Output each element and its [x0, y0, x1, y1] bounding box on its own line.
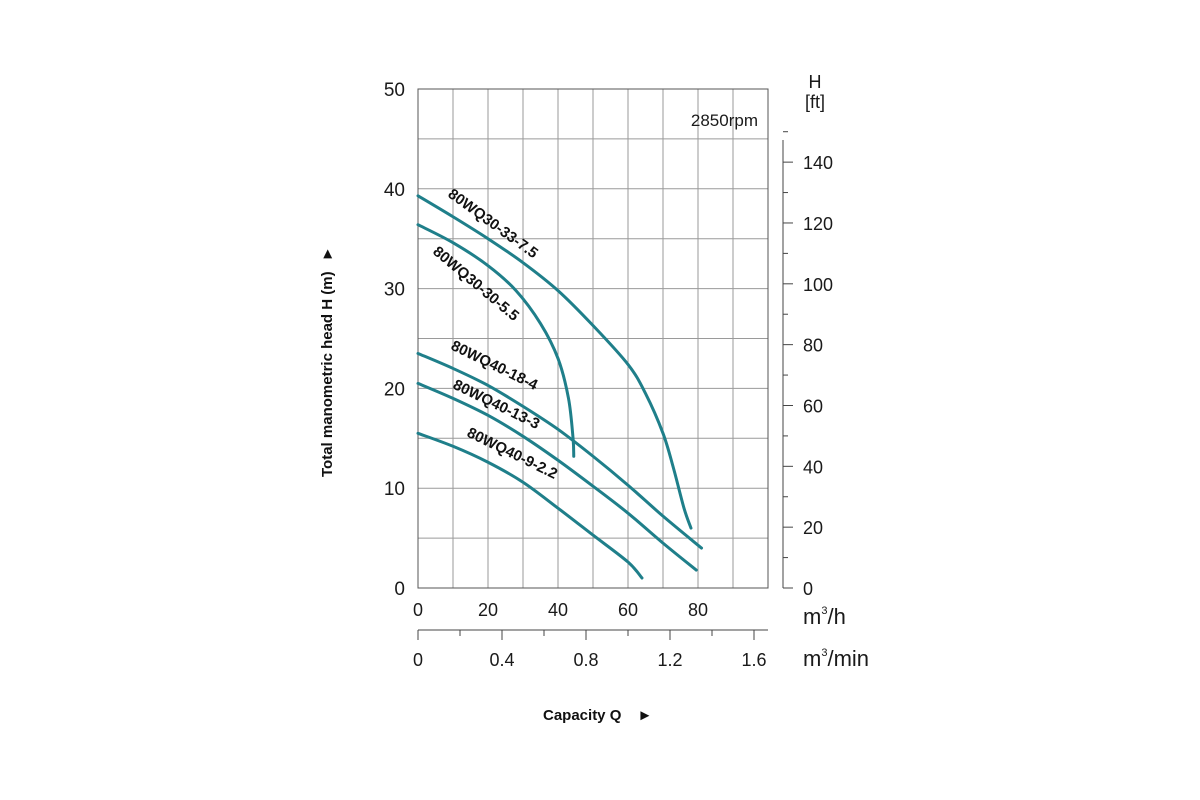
x-tick-label-m3min: 1.2 — [657, 650, 682, 670]
x-unit-m3h-sup: 3 — [821, 605, 827, 617]
x-tick-label-m3min: 0.4 — [489, 650, 514, 670]
x-tick-label-m3min: 1.6 — [741, 650, 766, 670]
x-unit-m3min-rest: /min — [827, 646, 869, 671]
x-unit-m3h-base: m — [803, 604, 821, 629]
right-axis-unit-top: H — [809, 72, 822, 92]
y-tick-label: 50 — [384, 80, 405, 101]
y-ft-tick-label: 20 — [803, 518, 823, 538]
x-tick-label-m3min: 0.8 — [573, 650, 598, 670]
x-tick-label-m3h: 80 — [688, 600, 708, 620]
x-tick-label-m3h: 20 — [478, 600, 498, 620]
y-ft-tick-label: 40 — [803, 457, 823, 477]
right-axis-unit-bottom: [ft] — [805, 92, 825, 112]
tick-labels: 0 20 40 60 80 100 120 140 0 10 20 30 40 50 0 20 40 60 80 0 0… — [384, 80, 833, 670]
x-tick-label-m3h: 0 — [413, 600, 423, 620]
series-line-80WQ40-13-3 — [416, 381, 698, 572]
speed-note: 2850rpm — [691, 111, 758, 130]
axes — [417, 131, 793, 640]
x-axis-title-arrow: ► — [638, 707, 653, 724]
x-tick-label-m3h: 40 — [548, 600, 568, 620]
y-tick-label: 40 — [384, 180, 405, 201]
y-ft-tick-label: 80 — [803, 336, 823, 356]
y-ft-tick-label: 120 — [803, 214, 833, 234]
series-line-80WQ40-18-4 — [416, 351, 703, 550]
y-tick-label: 10 — [384, 479, 405, 500]
grid — [417, 88, 769, 589]
series-line-80WQ30-33-7.5 — [416, 194, 693, 530]
y-axis-title-text: Total manometric head H (m) — [319, 271, 336, 477]
y-tick-label: 20 — [384, 379, 405, 400]
y-ft-tick-label: 140 — [803, 153, 833, 173]
plot-frame — [417, 88, 769, 589]
y-ft-tick-label: 0 — [803, 579, 813, 599]
x-unit-m3min-base: m — [803, 646, 821, 671]
x-unit-m3min: m3/min — [803, 646, 869, 671]
x-axis-title: Capacity Q ► — [543, 707, 652, 724]
x-unit-m3h: m3/h — [803, 604, 846, 629]
x-unit-m3min-sup: 3 — [821, 647, 827, 659]
y-axis-title-arrow: ► — [319, 246, 336, 261]
y-ft-tick-label: 100 — [803, 275, 833, 295]
series-lines — [416, 194, 703, 580]
x-tick-label-m3min: 0 — [413, 650, 423, 670]
x-tick-label-m3h: 60 — [618, 600, 638, 620]
x-axis-title-text: Capacity Q — [543, 707, 622, 724]
y-ft-tick-label: 60 — [803, 396, 823, 416]
series-label: 80WQ30-33-7.5 — [445, 185, 541, 261]
y-tick-label: 30 — [384, 280, 405, 301]
series-line-80WQ40-9-2.2 — [416, 431, 644, 580]
series-line-80WQ30-30-5.5 — [416, 223, 576, 458]
y-axis-title: Total manometric head H (m) ► — [319, 246, 336, 477]
x-unit-m3h-rest: /h — [827, 604, 845, 629]
y-tick-label: 0 — [394, 579, 405, 600]
